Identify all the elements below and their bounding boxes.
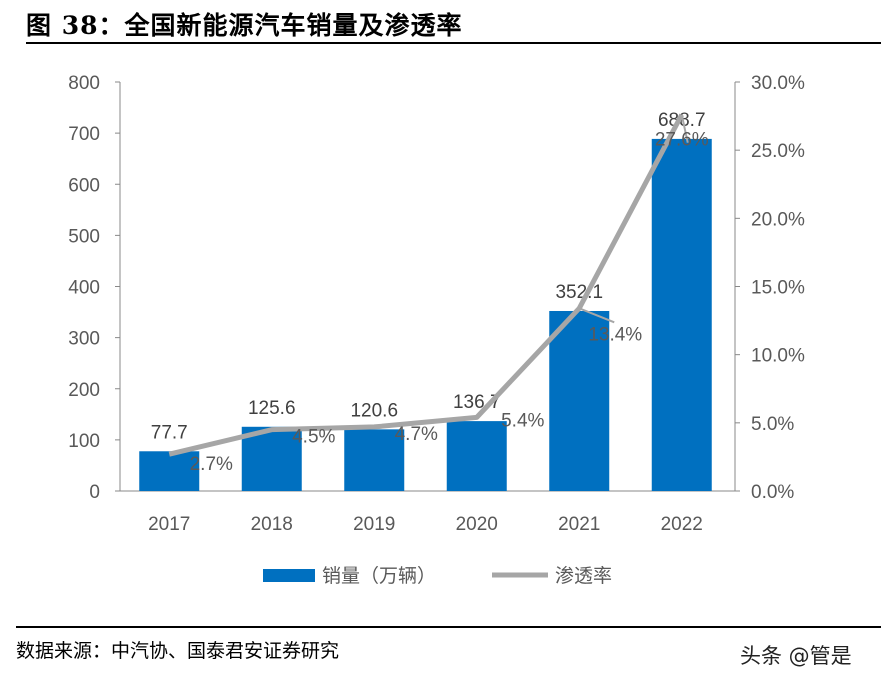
bar-data-label: 688.7 bbox=[658, 110, 706, 131]
bar-2017 bbox=[139, 451, 200, 491]
x-tick-label: 2020 bbox=[456, 514, 498, 535]
y-left-tick-label: 300 bbox=[68, 329, 100, 350]
bar-2021 bbox=[549, 310, 610, 491]
x-tick-label: 2022 bbox=[661, 514, 703, 535]
legend-label-penetration: 渗透率 bbox=[555, 565, 612, 587]
y-left-tick-label: 100 bbox=[68, 431, 100, 452]
chart: 0 100 200 300 400 500 600 700 800 0.0% 5.0% 10.0% 15… bbox=[68, 73, 805, 587]
bar-2020 bbox=[446, 421, 507, 491]
watermark: 头条 @管是 bbox=[740, 644, 852, 668]
y-left-tick-label: 700 bbox=[68, 124, 100, 145]
figure-title: 图 38：全国新能源汽车销量及渗透率 bbox=[26, 11, 463, 40]
x-tick-label: 2019 bbox=[353, 514, 395, 535]
legend-label-sales: 销量（万辆） bbox=[322, 565, 436, 587]
bar-data-label: 125.6 bbox=[248, 398, 296, 419]
line-data-label: 5.4% bbox=[501, 410, 544, 431]
x-tick-label: 2017 bbox=[148, 514, 190, 535]
source-note: 数据来源：中汽协、国泰君安证券研究 bbox=[16, 640, 340, 662]
y-right-tick-label: 5.0% bbox=[751, 414, 794, 435]
bar-data-label: 77.7 bbox=[151, 422, 188, 443]
bar-2018 bbox=[241, 426, 302, 491]
x-tick-label: 2021 bbox=[558, 514, 600, 535]
y-left-tick-label: 600 bbox=[68, 175, 100, 196]
bar-2022 bbox=[651, 138, 712, 491]
y-left-tick-label: 800 bbox=[68, 73, 100, 94]
bar-2019 bbox=[344, 429, 405, 491]
line-data-label: 27.6% bbox=[655, 130, 709, 151]
line-data-label: 13.4% bbox=[588, 324, 642, 345]
y-right-tick-label: 20.0% bbox=[751, 209, 805, 230]
footer-divider bbox=[16, 626, 881, 628]
leader-line bbox=[578, 307, 615, 324]
legend-swatch-sales bbox=[263, 569, 315, 582]
line-data-label: 4.5% bbox=[292, 427, 335, 448]
line-data-label: 4.7% bbox=[395, 424, 438, 445]
y-right-tick-label: 0.0% bbox=[751, 482, 794, 503]
line-data-label: 2.7% bbox=[190, 454, 233, 475]
bar-data-label: 120.6 bbox=[350, 400, 398, 421]
y-right-tick-label: 10.0% bbox=[751, 346, 805, 367]
y-right-tick-label: 25.0% bbox=[751, 141, 805, 162]
x-tick-label: 2018 bbox=[251, 514, 293, 535]
penetration-line bbox=[168, 113, 684, 457]
y-left-tick-label: 400 bbox=[68, 278, 100, 299]
y-right-tick-label: 30.0% bbox=[751, 73, 805, 94]
y-right-tick-label: 15.0% bbox=[751, 278, 805, 299]
bar-data-label: 352.1 bbox=[555, 282, 603, 303]
y-left-tick-label: 200 bbox=[68, 380, 100, 401]
title-divider bbox=[26, 42, 881, 44]
y-left-tick-label: 0 bbox=[89, 482, 100, 503]
leader-line bbox=[680, 114, 689, 143]
y-left-tick-label: 500 bbox=[68, 226, 100, 247]
